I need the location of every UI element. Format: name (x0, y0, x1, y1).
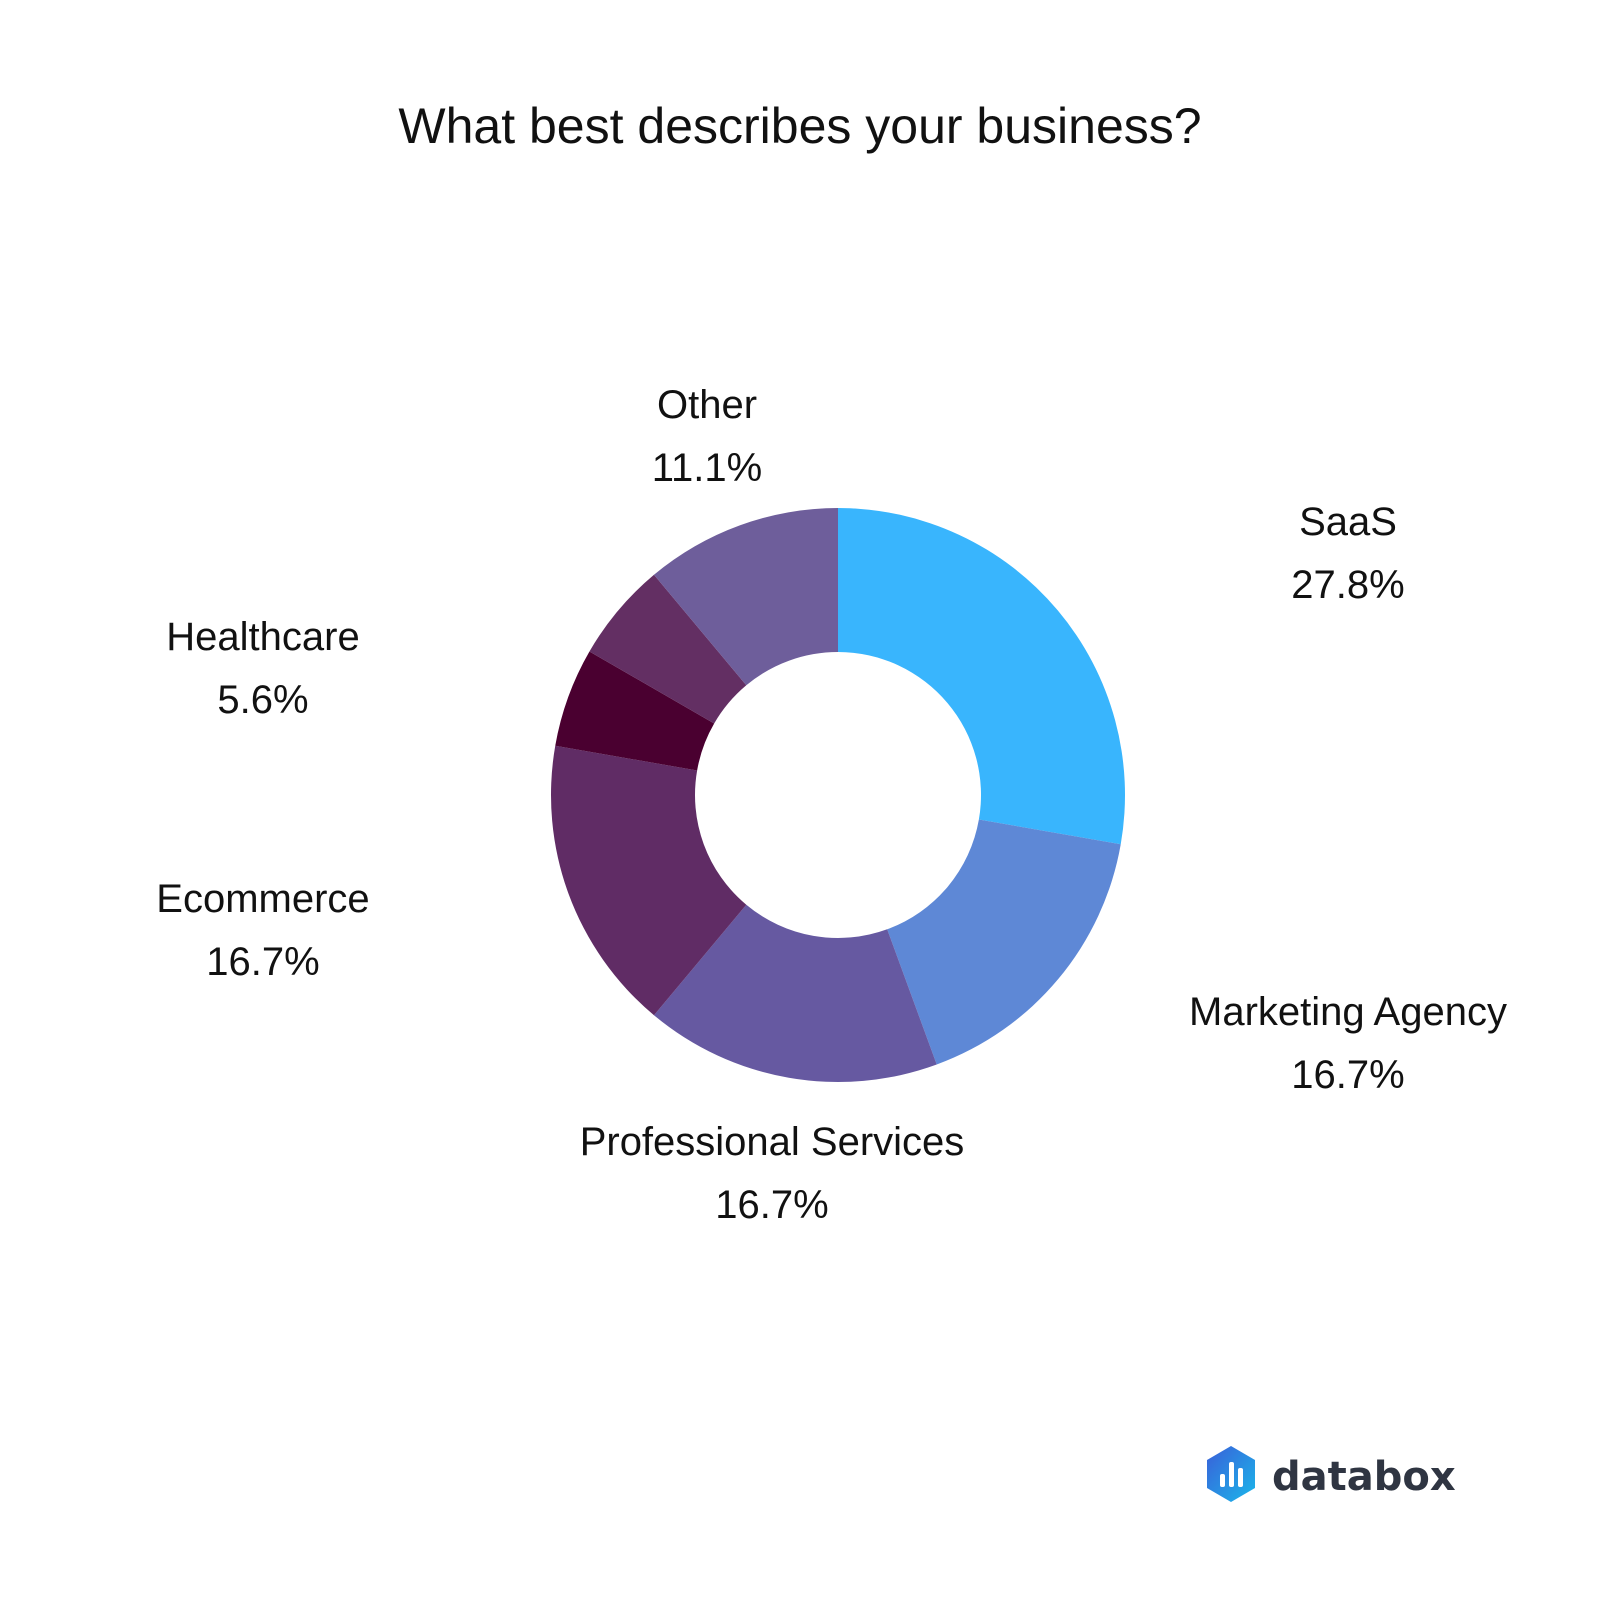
brand-name: databox (1272, 1454, 1456, 1500)
slice-label-professional-services: Professional Services (580, 1120, 965, 1164)
slice-other (653, 508, 838, 686)
slice-value-professional-services: 16.7% (715, 1183, 828, 1227)
brand-logo: databox (1207, 1446, 1456, 1502)
donut-slices (551, 508, 1126, 1082)
slice-saas (838, 508, 1126, 845)
slice-label-ecommerce: Ecommerce (156, 877, 369, 921)
chart-title: What best describes your business? (398, 98, 1201, 154)
slice-value-marketing-agency: 16.7% (1291, 1053, 1404, 1097)
slice-value-ecommerce: 16.7% (206, 940, 319, 984)
slice-value-healthcare: 5.6% (217, 678, 308, 722)
slice-marketing-agency (887, 819, 1121, 1065)
databox-logo-icon (1207, 1446, 1255, 1502)
slice-label-marketing-agency: Marketing Agency (1189, 990, 1507, 1034)
slice-healthcare (555, 651, 715, 771)
slice-label-saas: SaaS (1299, 500, 1397, 544)
slice-value-other: 11.1% (652, 446, 762, 490)
slice-unlabeled-5 (589, 574, 747, 724)
slice-ecommerce (551, 745, 747, 1016)
slice-professional-services (653, 904, 937, 1082)
slice-value-saas: 27.8% (1291, 563, 1404, 607)
slice-label-healthcare: Healthcare (166, 615, 359, 659)
slice-labels: SaaS 27.8% Marketing Agency 16.7% Profession… (156, 383, 1507, 1227)
slice-label-other: Other (657, 383, 757, 427)
